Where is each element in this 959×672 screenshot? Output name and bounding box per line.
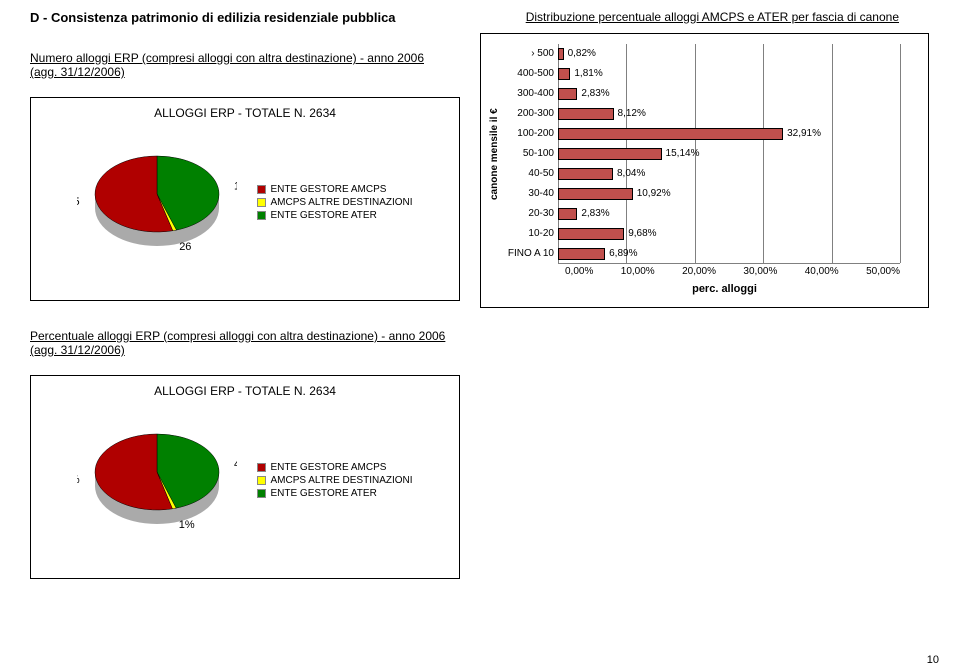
pie2-wrap: 45% 1% 54% ENTE GESTORE AMCPS AMCPS ALTRE D…	[39, 410, 451, 550]
section-letter: D -	[30, 10, 51, 25]
bar-value-label: 8,12%	[618, 108, 646, 119]
pie2-legend: ENTE GESTORE AMCPS AMCPS ALTRE DESTINAZIO…	[257, 460, 412, 501]
right-column: canone mensile il € › 500400-500300-4002…	[480, 33, 929, 579]
bar-value-label: 10,92%	[637, 188, 671, 199]
bar-chart-row: canone mensile il € › 500400-500300-4002…	[489, 44, 900, 264]
row-main: Numero alloggi ERP (compresi alloggi con…	[30, 33, 929, 579]
svg-text:54%: 54%	[77, 474, 80, 486]
bar-cat-labels: › 500400-500300-400200-300100-20050-1004…	[500, 44, 558, 264]
legend-item: ENTE GESTORE AMCPS	[257, 184, 412, 195]
svg-text:1425: 1425	[77, 196, 80, 208]
legend-label: ENTE GESTORE AMCPS	[270, 184, 386, 195]
bar-xtitle: perc. alloggi	[549, 283, 900, 295]
bar-rect	[558, 168, 613, 180]
bar-xtick-label: 50,00%	[866, 266, 900, 277]
bar-cat-label: 30-40	[500, 184, 554, 204]
legend-item: ENTE GESTORE ATER	[257, 488, 412, 499]
section-title-text: Consistenza patrimonio di edilizia resid…	[51, 10, 396, 25]
bar-value-label: 9,68%	[628, 228, 656, 239]
bar-cat-label: › 500	[500, 44, 554, 64]
bar-rect	[558, 228, 624, 240]
bar-rect	[558, 148, 662, 160]
agg-date-2: (agg. 31/12/2006)	[30, 343, 460, 357]
legend-label: AMCPS ALTRE DESTINAZIONI	[270, 475, 412, 486]
agg-date-1: (agg. 31/12/2006)	[30, 65, 460, 79]
svg-text:26: 26	[180, 241, 192, 253]
bar-cat-label: 100-200	[500, 124, 554, 144]
bar-xtick-label: 20,00%	[682, 266, 716, 277]
bar-xticks: 0,00% 10,00% 20,00% 30,00% 40,00% 50,00%	[565, 266, 900, 277]
bar-cat-label: 20-30	[500, 204, 554, 224]
bar-cat-label: 10-20	[500, 224, 554, 244]
perc-title: Percentuale alloggi ERP (compresi allogg…	[30, 329, 460, 343]
header-row: D - Consistenza patrimonio di edilizia r…	[30, 10, 929, 25]
legend-item: ENTE GESTORE ATER	[257, 210, 412, 221]
bar-cat-label: 200-300	[500, 104, 554, 124]
legend-label: AMCPS ALTRE DESTINAZIONI	[270, 197, 412, 208]
bar-xtick-label: 0,00%	[565, 266, 593, 277]
bar-cat-label: 40-50	[500, 164, 554, 184]
pie1-wrap: 1183 26 1425 ENTE GESTORE AMCPS AMCPS ALTRE…	[39, 132, 451, 272]
bar-rect	[558, 248, 605, 260]
bar-rect	[558, 208, 577, 220]
page-number: 10	[927, 654, 939, 666]
legend-swatch	[257, 211, 266, 220]
bar-value-label: 8,04%	[617, 168, 645, 179]
bar-gridline	[832, 44, 833, 263]
bar-plot-area: 0,82% 1,81% 2,83% 8,12% 32,91% 15,14% 8,04% 10,…	[558, 44, 900, 264]
dist-title: Distribuzione percentuale alloggi AMCPS …	[526, 10, 899, 24]
bar-gridline	[900, 44, 901, 263]
bar-rect	[558, 88, 577, 100]
bar-xtick-label: 30,00%	[743, 266, 777, 277]
bar-cat-label: 400-500	[500, 64, 554, 84]
legend-swatch	[257, 489, 266, 498]
bar-rect	[558, 188, 633, 200]
svg-text:1%: 1%	[179, 519, 195, 531]
pie1-title: ALLOGGI ERP - TOTALE N. 2634	[39, 106, 451, 120]
legend-swatch	[257, 185, 266, 194]
pie1-svg: 1183 26 1425	[77, 132, 237, 272]
bar-cat-label: 300-400	[500, 84, 554, 104]
bar-value-label: 32,91%	[787, 128, 821, 139]
bar-chart-box: canone mensile il € › 500400-500300-4002…	[480, 33, 929, 308]
legend-label: ENTE GESTORE ATER	[270, 210, 376, 221]
pie2-title: ALLOGGI ERP - TOTALE N. 2634	[39, 384, 451, 398]
bar-cat-label: 50-100	[500, 144, 554, 164]
legend-item: ENTE GESTORE AMCPS	[257, 462, 412, 473]
bar-rect	[558, 128, 783, 140]
bar-rect	[558, 68, 570, 80]
bar-rect	[558, 48, 564, 60]
bar-cat-label: FINO A 10	[500, 244, 554, 264]
bar-xtick-label: 10,00%	[621, 266, 655, 277]
bar-ylabel: canone mensile il €	[489, 44, 500, 264]
legend-item: AMCPS ALTRE DESTINAZIONI	[257, 197, 412, 208]
pie1-box: ALLOGGI ERP - TOTALE N. 2634 1183 26 1425 …	[30, 97, 460, 301]
legend-swatch	[257, 463, 266, 472]
bar-value-label: 1,81%	[574, 68, 602, 79]
pie1-legend: ENTE GESTORE AMCPS AMCPS ALTRE DESTINAZIO…	[257, 182, 412, 223]
section-title: D - Consistenza patrimonio di edilizia r…	[30, 10, 396, 25]
bar-xtick-label: 40,00%	[805, 266, 839, 277]
legend-swatch	[257, 198, 266, 207]
bar-value-label: 0,82%	[568, 48, 596, 59]
bar-value-label: 2,83%	[581, 208, 609, 219]
bar-value-label: 6,89%	[609, 248, 637, 259]
bar-value-label: 2,83%	[581, 88, 609, 99]
bar-rect	[558, 108, 614, 120]
legend-item: AMCPS ALTRE DESTINAZIONI	[257, 475, 412, 486]
legend-label: ENTE GESTORE ATER	[270, 488, 376, 499]
bar-gridline	[763, 44, 764, 263]
svg-text:45%: 45%	[235, 459, 238, 471]
legend-label: ENTE GESTORE AMCPS	[270, 462, 386, 473]
legend-swatch	[257, 476, 266, 485]
pie2-box: ALLOGGI ERP - TOTALE N. 2634 45% 1% 54% EN…	[30, 375, 460, 579]
bar-value-label: 15,14%	[666, 148, 700, 159]
numero-title: Numero alloggi ERP (compresi alloggi con…	[30, 51, 460, 65]
pie2-svg: 45% 1% 54%	[77, 410, 237, 550]
left-column: Numero alloggi ERP (compresi alloggi con…	[30, 33, 460, 579]
svg-text:1183: 1183	[234, 180, 237, 192]
